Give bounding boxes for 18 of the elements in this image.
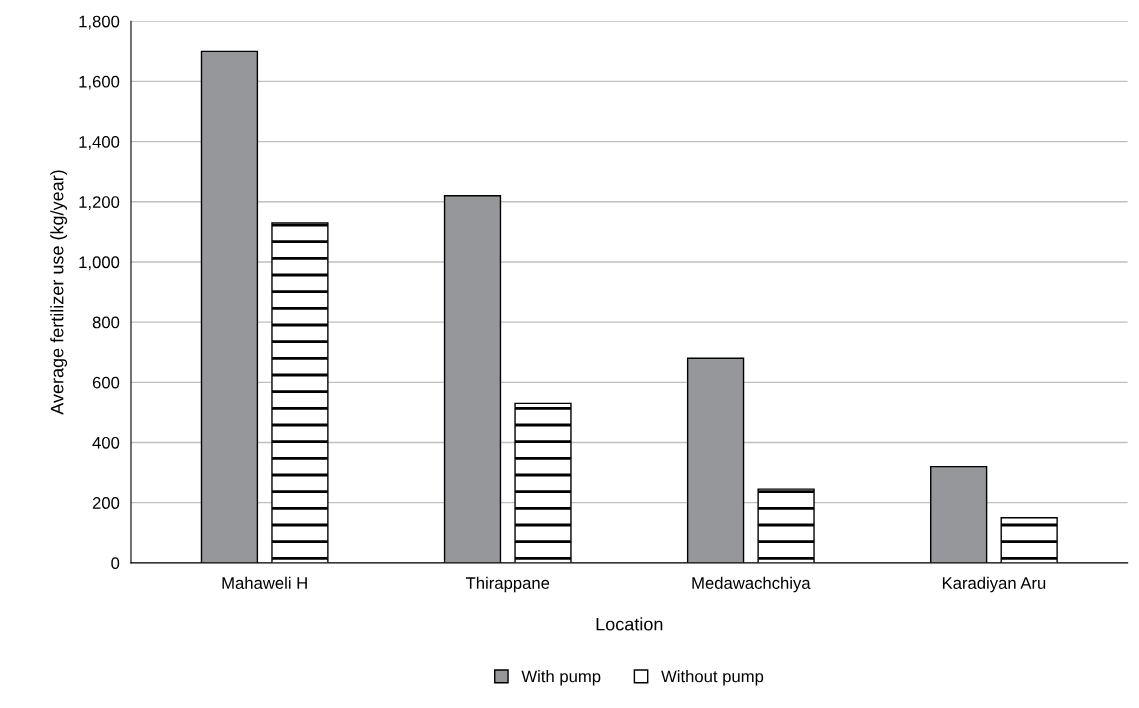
y-tick-label: 600 <box>92 376 120 389</box>
y-tick-label: 1,000 <box>79 256 120 271</box>
x-tick-label: Mahaweli H <box>222 576 307 589</box>
x-tick-label: Karadiyan Aru <box>942 576 1046 593</box>
y-tick-label: 0 <box>111 557 120 570</box>
x-axis-title: Location <box>596 617 663 631</box>
legend-label: Without pump <box>661 670 764 686</box>
y-tick-label: 400 <box>92 436 120 449</box>
y-axis-title: Average fertilizer use (kg/year) <box>50 170 68 415</box>
y-tick-label: 800 <box>92 316 120 329</box>
y-tick-label: 200 <box>92 497 120 509</box>
y-tick-label: 1,400 <box>79 136 120 150</box>
y-tick-label: 1,200 <box>79 196 120 210</box>
y-tick-label: 1,800 <box>79 15 120 30</box>
y-tick-label: 1,600 <box>79 75 120 90</box>
legend-label: With pump <box>521 670 601 686</box>
x-tick-label: Thirappane <box>465 576 550 593</box>
x-tick-label: Medawachchiya <box>692 576 811 593</box>
